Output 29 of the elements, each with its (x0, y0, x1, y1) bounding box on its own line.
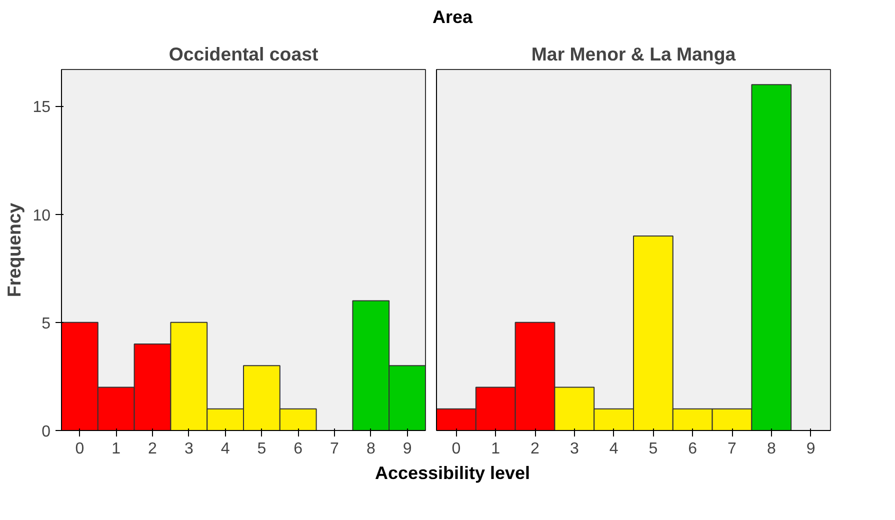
x-tick-label: 5 (648, 440, 658, 458)
x-tick-label: 2 (530, 440, 540, 458)
x-tick-label: 7 (728, 440, 737, 458)
x-tick-label: 0 (452, 440, 461, 458)
x-tick-label: 2 (148, 440, 158, 458)
x-tick-label: 5 (257, 440, 266, 458)
x-tick-label: 3 (570, 440, 579, 458)
x-tick-label: 4 (609, 440, 618, 458)
text: Area (432, 6, 473, 29)
x-axis-title: Accessibility level (374, 462, 530, 485)
y-tick-label: 15 (32, 98, 51, 116)
chart-title: Mar Menor & La Manga (531, 43, 736, 64)
x-tick-label: 9 (806, 440, 816, 458)
x-tick-label: 3 (184, 440, 194, 458)
chart-title: Occidental coast (168, 43, 318, 64)
x-tick-label: 9 (402, 440, 412, 458)
x-tick-label: 1 (491, 440, 500, 458)
x-tick-label: 7 (330, 440, 340, 458)
x-tick-label: 0 (75, 440, 84, 458)
x-tick-label: 4 (220, 440, 230, 458)
x-tick-label: 6 (294, 440, 303, 458)
x-tick-label: 6 (688, 440, 698, 458)
x-tick-label: 1 (112, 440, 121, 458)
x-tick-label: 8 (366, 440, 376, 458)
y-tick-label: 5 (42, 315, 51, 332)
y-tick-label: 0 (42, 423, 51, 440)
y-axis-title: Frequency (4, 202, 25, 297)
y-tick-label: 10 (32, 207, 51, 224)
x-tick-label: 8 (766, 440, 776, 458)
